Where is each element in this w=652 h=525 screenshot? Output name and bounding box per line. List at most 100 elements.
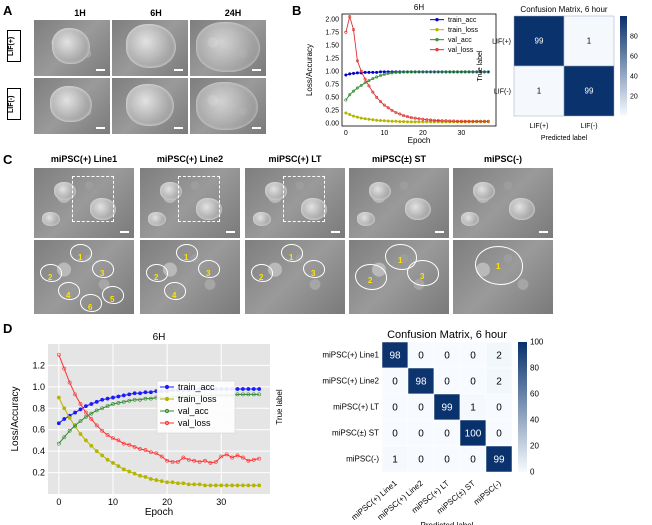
chart-b-confusion-matrix: Confusion Matrix, 6 hour 99 1 1 99 LIF(+) LIF(… [477,5,638,142]
legend-marker [435,27,439,32]
legend-marker [435,37,439,42]
panel-a-col-24h: 24H [224,8,242,18]
data-point-val_acc [390,71,394,75]
y-axis-label: Loss/Accuracy [305,44,314,96]
heatmap-cell [485,445,513,473]
heatmap-cell-value: 0 [496,428,502,439]
data-point-train_acc [116,394,121,399]
colony-outline [198,260,220,278]
data-point-train_acc [257,387,262,391]
data-point-train_acc [355,71,359,75]
colony-outline [164,282,186,300]
data-point-val_acc [382,72,386,76]
heatmap-cell-value: 2 [496,350,502,361]
data-point-val_acc [432,70,436,74]
data-point-train_loss [203,483,207,488]
data-point-train_acc [78,407,83,412]
data-point-val_acc [100,406,105,411]
data-point-train_loss [89,443,94,448]
data-point-val_loss [73,392,77,397]
heatmap-cell-value: 99 [585,87,594,96]
data-point-train_loss [127,469,132,474]
data-point-val_acc [62,435,67,440]
colony-number: 2 [48,273,53,282]
data-point-val_acc [132,397,137,402]
data-point-val_acc [459,70,463,74]
micrograph-a-lifplus-6h [112,20,188,76]
data-point-train_loss [100,453,105,458]
colony-number: 4 [66,291,71,300]
heatmap-cell-value: 0 [418,428,424,439]
data-point-val_loss [241,455,245,460]
data-point-train_acc [246,387,251,391]
data-point-train_acc [73,410,77,415]
data-point-train_loss [344,111,348,115]
data-point-val_acc [448,70,452,74]
heatmap-title: Confusion Matrix, 6 hour [387,329,507,341]
colony-number: 3 [206,269,211,278]
legend-marker [164,420,170,426]
colorbar-tick-label: 40 [530,416,539,425]
data-point-val_loss [246,458,251,463]
data-point-train_acc [84,404,88,409]
data-point-val_acc [143,396,148,401]
data-point-train_loss [56,395,61,400]
heatmap-cell [459,419,487,447]
data-point-val_loss [429,118,433,122]
data-point-val_loss [363,77,367,81]
colorbar-tick-label: 20 [630,93,638,100]
data-point-train_loss [402,120,406,124]
colorbar-tick-label: 100 [530,338,544,347]
colorbar [620,16,627,116]
data-point-val_acc [463,70,467,74]
data-point-train_loss [398,120,402,124]
micrograph-c-zoom: 1 2 3 [349,240,449,314]
data-point-val_acc [148,396,153,401]
micrograph-a-lifminus-1h [34,78,110,134]
data-point-val_loss [486,119,490,123]
data-point-val_loss [352,28,356,32]
data-point-train_loss [425,120,429,124]
data-point-val_loss [143,448,148,452]
chart-b-training-curves: 0.00 0.25 0.50 0.75 1.00 1.25 1.50 1.75 2.00 0 10 2… [305,3,497,145]
colony-outline [92,260,114,278]
panel-c-col-label: miPSC(+) Line2 [156,154,224,164]
colony-outline [303,260,325,278]
x-axis-label: Epoch [145,507,173,518]
x-tick-label: 0 [344,130,348,137]
data-point-train_acc [371,70,375,74]
heatmap-cell-value: 98 [389,350,401,361]
data-point-val_loss [208,461,213,465]
y-tick-label: 1.50 [325,43,339,50]
legend-label: train_acc [178,382,215,392]
data-point-val_acc [116,401,121,405]
legend-label: val_loss [448,47,474,54]
colony-number: 1 [289,253,294,262]
data-point-train_loss [390,119,394,123]
colony-outline [70,244,92,262]
data-point-train_loss [230,483,234,488]
heatmap-col-label: miPSC(+) Line2 [376,478,426,522]
data-point-train_loss [197,482,202,487]
data-point-val_acc [84,414,88,419]
heatmap-cell-value: 0 [418,350,424,361]
data-point-val_loss [132,444,137,449]
heatmap-cell-value: 1 [392,454,398,465]
data-point-val_loss [382,103,386,107]
data-point-train_loss [386,119,390,123]
data-point-train_acc [89,402,94,406]
heatmap-cell [433,419,461,447]
data-point-val_acc [486,70,490,74]
data-point-val_loss [224,452,229,457]
data-point-val_acc [436,70,440,74]
heatmap-cell [513,65,565,117]
series-line-val_acc [345,71,489,101]
data-point-train_loss [213,483,218,488]
data-point-val_acc [452,70,456,74]
data-point-val_acc [56,441,61,446]
colorbar [518,342,527,472]
panel-c-col-label: miPSC(-) [484,154,522,164]
data-point-train_loss [219,483,224,488]
data-point-val_loss [105,433,110,437]
heatmap-row-label: LIF(-) [494,88,511,95]
